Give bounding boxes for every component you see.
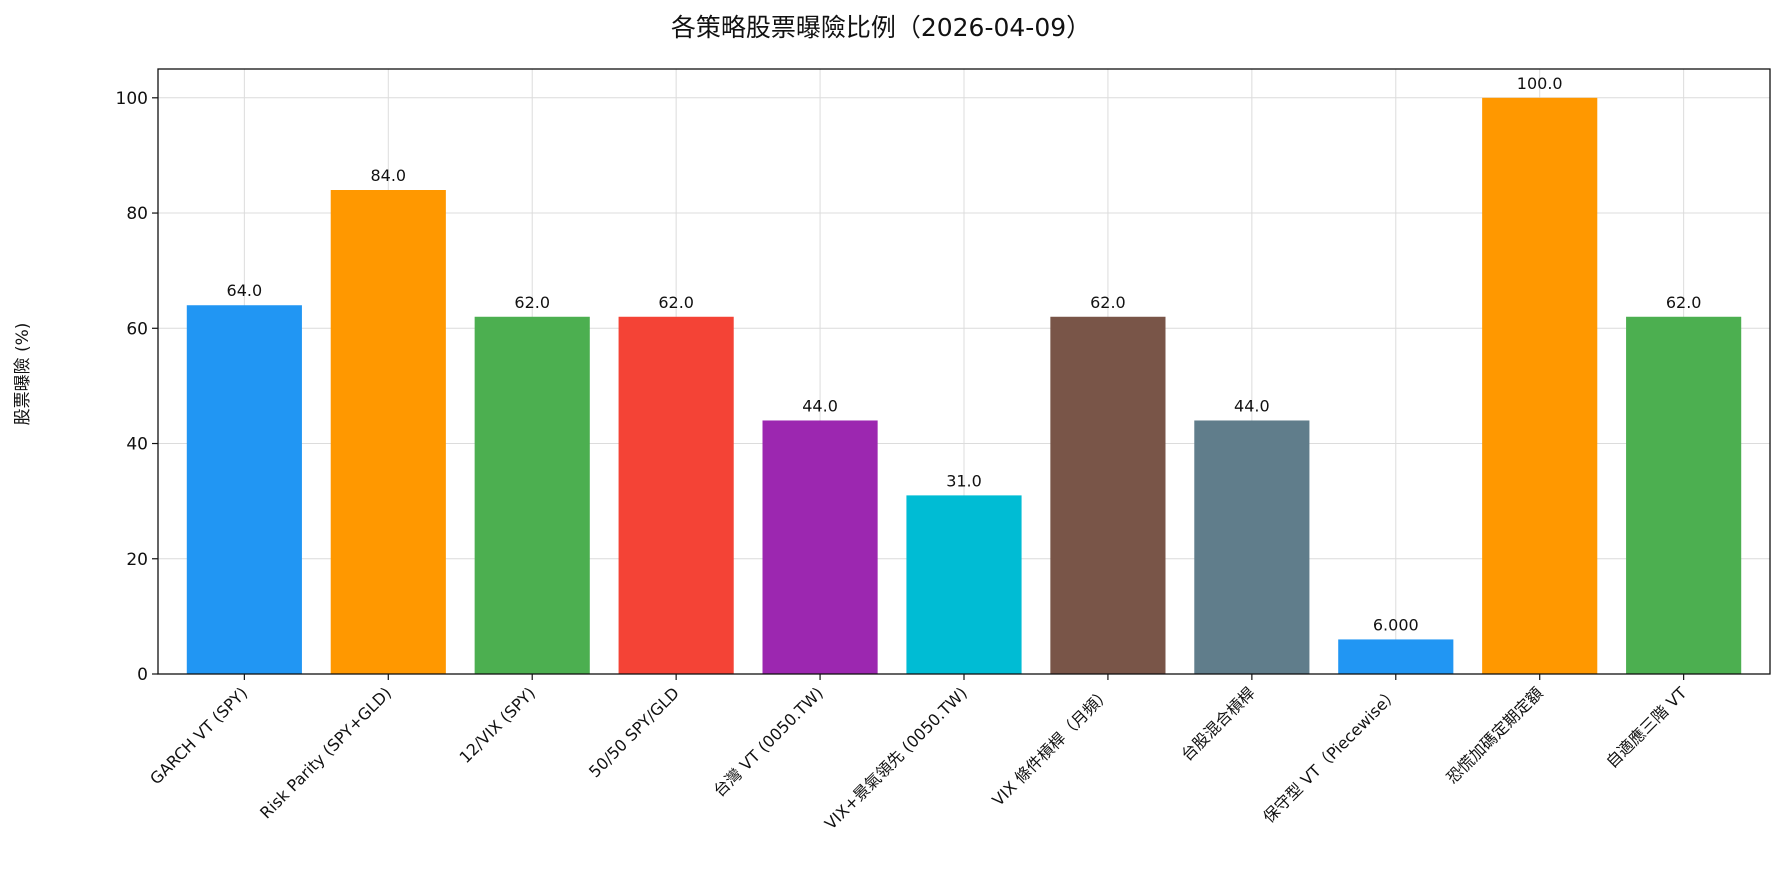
y-tick-label: 100: [116, 89, 148, 109]
data-label: 62.0: [1090, 293, 1126, 312]
x-tick-label: 恐慌加碼定期定額: [1443, 683, 1547, 787]
bars: [186, 97, 1742, 675]
data-label: 100.0: [1517, 74, 1563, 93]
bar: [1482, 97, 1598, 675]
x-tick-label: VIX+景氣領先 (0050.TW): [821, 683, 971, 833]
y-tick-label: 20: [126, 550, 148, 570]
data-label: 62.0: [514, 293, 550, 312]
x-tick-label: 台股混合槓桿: [1177, 683, 1258, 764]
x-tick-label: 50/50 SPY/GLD: [585, 683, 683, 781]
bar: [1050, 316, 1166, 674]
bar: [330, 190, 446, 674]
y-tick-label: 60: [126, 319, 148, 339]
data-label: 6.000: [1373, 615, 1419, 634]
bar: [1626, 316, 1742, 674]
bar: [762, 420, 878, 674]
y-tick-label: 80: [126, 204, 148, 224]
bar: [474, 316, 590, 674]
data-label: 64.0: [227, 281, 263, 300]
y-axis-label: 股票曝險 (%): [13, 323, 33, 426]
bar: [906, 495, 1022, 674]
x-tick-label: 台灣 VT (0050.TW): [710, 683, 827, 800]
data-label: 62.0: [1666, 293, 1702, 312]
x-tick-label: 12/VIX (SPY): [455, 683, 539, 767]
data-label: 62.0: [658, 293, 694, 312]
bar: [618, 316, 734, 674]
y-tick-label: 40: [126, 435, 148, 455]
y-tick-label: 0: [137, 665, 148, 685]
bar: [1194, 420, 1310, 674]
data-label: 31.0: [946, 471, 982, 490]
y-axis: 0 20 40 60 80 100: [116, 89, 158, 685]
data-label: 44.0: [1234, 396, 1270, 415]
data-label: 44.0: [802, 396, 838, 415]
x-tick-label: Risk Parity (SPY+GLD): [256, 683, 395, 822]
bar: [1338, 639, 1454, 674]
bar: [186, 305, 302, 674]
data-labels: 64.0 84.0 62.0 62.0 44.0 31.0 62.0 44.0 6.000 100…: [227, 74, 1702, 635]
data-label: 84.0: [370, 166, 406, 185]
x-tick-label: VIX 條件槓桿（月頻）: [988, 683, 1114, 809]
x-tick-label: 自適應三階 VT: [1602, 683, 1690, 771]
x-tick-label: 保守型 VT（Piecewise）: [1259, 683, 1402, 826]
x-tick-label: GARCH VT (SPY): [146, 683, 251, 788]
chart-title: 各策略股票曝險比例（2026-04-09）: [671, 13, 1091, 42]
x-axis: GARCH VT (SPY) Risk Parity (SPY+GLD) 12/VI…: [146, 674, 1691, 833]
